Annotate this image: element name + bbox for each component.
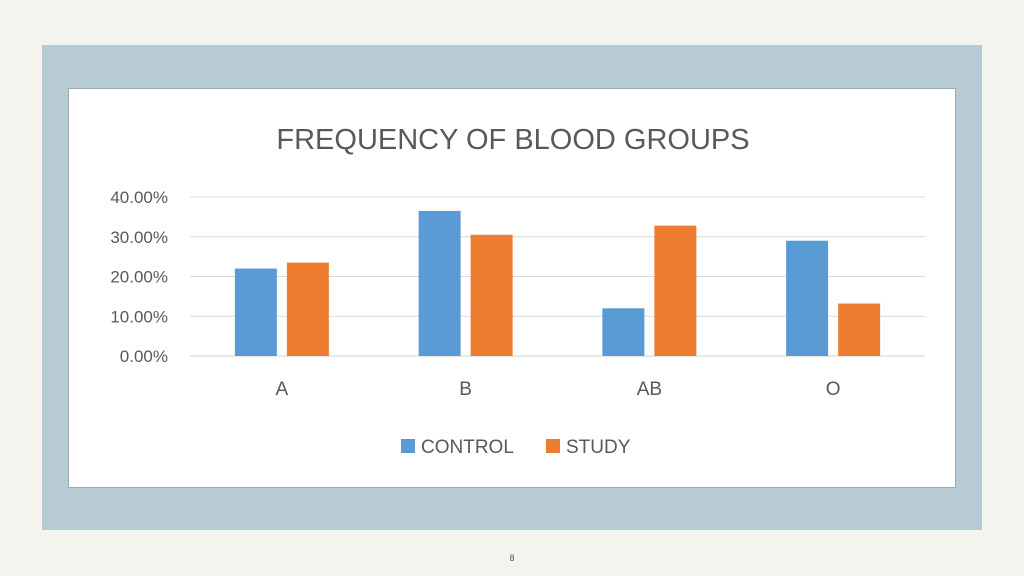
bar-study-ab [654,225,697,356]
chart-card: FREQUENCY OF BLOOD GROUPS 0.00% 10.00% 20.… [68,88,956,488]
y-tick-label: 10.00% [110,307,168,326]
x-tick-label: A [276,379,289,400]
bar-control-ab [602,308,645,356]
bar-study-b [470,234,513,356]
x-tick-label: O [826,379,841,400]
y-tick-label: 20.00% [110,268,168,287]
bar-control-b [418,210,461,356]
legend-label-control: CONTROL [421,437,514,458]
x-tick-label: AB [637,379,662,400]
bar-study-o [838,303,881,356]
x-axis-tick-labels: A B AB O [276,379,841,400]
bars [234,210,881,356]
legend-swatch-study [546,439,560,453]
chart-title: FREQUENCY OF BLOOD GROUPS [276,124,749,156]
bar-study-a [286,262,329,356]
y-tick-label: 40.00% [110,188,168,207]
x-tick-label: B [459,379,472,400]
legend-swatch-control [401,439,415,453]
y-tick-label: 0.00% [120,347,168,366]
page-number: 8 [509,553,515,563]
y-tick-label: 30.00% [110,228,168,247]
legend-label-study: STUDY [566,437,631,458]
y-axis-tick-labels: 0.00% 10.00% 20.00% 30.00% 40.00% [110,188,168,366]
bar-control-a [234,268,277,356]
bar-chart: FREQUENCY OF BLOOD GROUPS 0.00% 10.00% 20.… [110,124,925,458]
legend: CONTROL STUDY [401,437,631,458]
bar-control-o [786,240,829,356]
